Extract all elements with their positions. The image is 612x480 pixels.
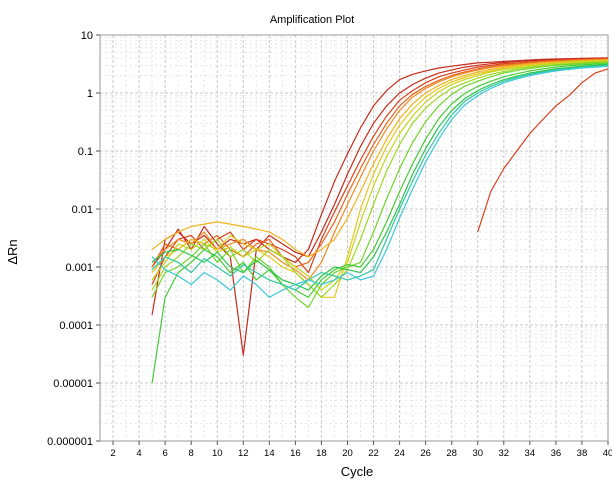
x-tick-label: 38 xyxy=(577,448,588,459)
x-tick-label: 28 xyxy=(446,448,457,459)
x-tick-label: 30 xyxy=(472,448,483,459)
y-axis-title: ΔRn xyxy=(5,239,20,264)
y-tick-label: 0.0001 xyxy=(59,320,93,332)
x-tick-label: 22 xyxy=(368,448,379,459)
y-tick-label: 0.01 xyxy=(72,204,93,216)
x-tick-label: 34 xyxy=(525,448,536,459)
series-line-3 xyxy=(151,58,609,285)
plot-frame xyxy=(99,34,609,442)
x-tick-label: 18 xyxy=(316,448,327,459)
series-line-14 xyxy=(151,65,609,298)
x-tick-label: 32 xyxy=(499,448,510,459)
y-tick-label: 10 xyxy=(81,30,93,42)
y-tick-label: 0.1 xyxy=(78,146,93,158)
x-tick-label: 16 xyxy=(290,448,301,459)
x-tick-label: 20 xyxy=(342,448,353,459)
series-line-1 xyxy=(151,57,609,315)
x-tick-label: 6 xyxy=(162,448,167,459)
grid-lines xyxy=(99,35,609,442)
series-line-5 xyxy=(151,58,609,281)
series-line-11 xyxy=(151,63,609,384)
x-tick-label: 10 xyxy=(212,448,223,459)
y-axis-ticks: 10 1 0.1 0.01 0.001 0.0001 0.00001 0.000001 xyxy=(47,30,100,448)
y-tick-label: 0.00001 xyxy=(53,378,93,390)
x-tick-label: 26 xyxy=(420,448,431,459)
series-line-10 xyxy=(151,61,609,309)
chart-title: Amplification Plot xyxy=(270,14,354,26)
x-axis-title: Cycle xyxy=(341,464,374,479)
x-axis-ticks: 2 4 6 8 10 12 14 16 18 20 22 24 26 28 30 32 34 36 38 40 xyxy=(110,441,612,459)
y-tick-label: 0.000001 xyxy=(47,436,93,448)
series-line-12 xyxy=(151,63,609,291)
x-tick-label: 8 xyxy=(189,448,194,459)
x-tick-label: 14 xyxy=(264,448,275,459)
x-tick-label: 24 xyxy=(394,448,405,459)
x-tick-label: 2 xyxy=(110,448,115,459)
series-line-8 xyxy=(151,60,609,291)
series-line-15 xyxy=(477,68,609,233)
series-line-6 xyxy=(151,59,609,258)
x-tick-label: 4 xyxy=(136,448,141,459)
x-tick-label: 36 xyxy=(551,448,562,459)
series-line-4 xyxy=(151,58,609,268)
x-tick-label: 40 xyxy=(603,448,612,459)
y-tick-label: 1 xyxy=(87,88,93,100)
series-line-13 xyxy=(151,64,609,291)
series-line-9 xyxy=(151,61,609,298)
y-tick-label: 0.001 xyxy=(65,262,93,274)
x-tick-label: 12 xyxy=(238,448,249,459)
series-layer xyxy=(151,57,609,384)
